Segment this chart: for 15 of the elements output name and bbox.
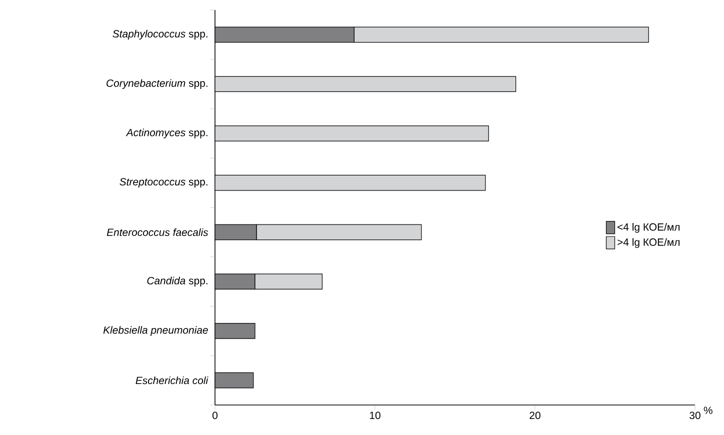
legend-label: <4 lg КОЕ/мл [618,223,680,233]
legend-label: >4 lg КОЕ/мл [618,238,680,248]
y-tick-label: Streptococcus spp. [120,178,208,188]
x-tick-label: 10 [370,412,380,420]
x-tick-label: 0 [212,412,218,420]
x-tick-label: 20 [530,412,540,420]
y-tick-label: Candida spp. [147,276,208,286]
x-axis-title: % [704,406,712,414]
y-tick-label: Actinomyces spp. [126,128,208,138]
y-tick-label: Staphylococcus spp. [112,30,208,40]
y-tick-label: Klebsiella pneumoniae [103,326,208,336]
x-tick-label: 30 [690,412,700,420]
y-tick-label: Escherichia coli [136,376,208,384]
y-tick-label: Corynebacterium spp. [106,79,208,89]
y-tick-label: Enterococcus faecalis [106,228,208,236]
